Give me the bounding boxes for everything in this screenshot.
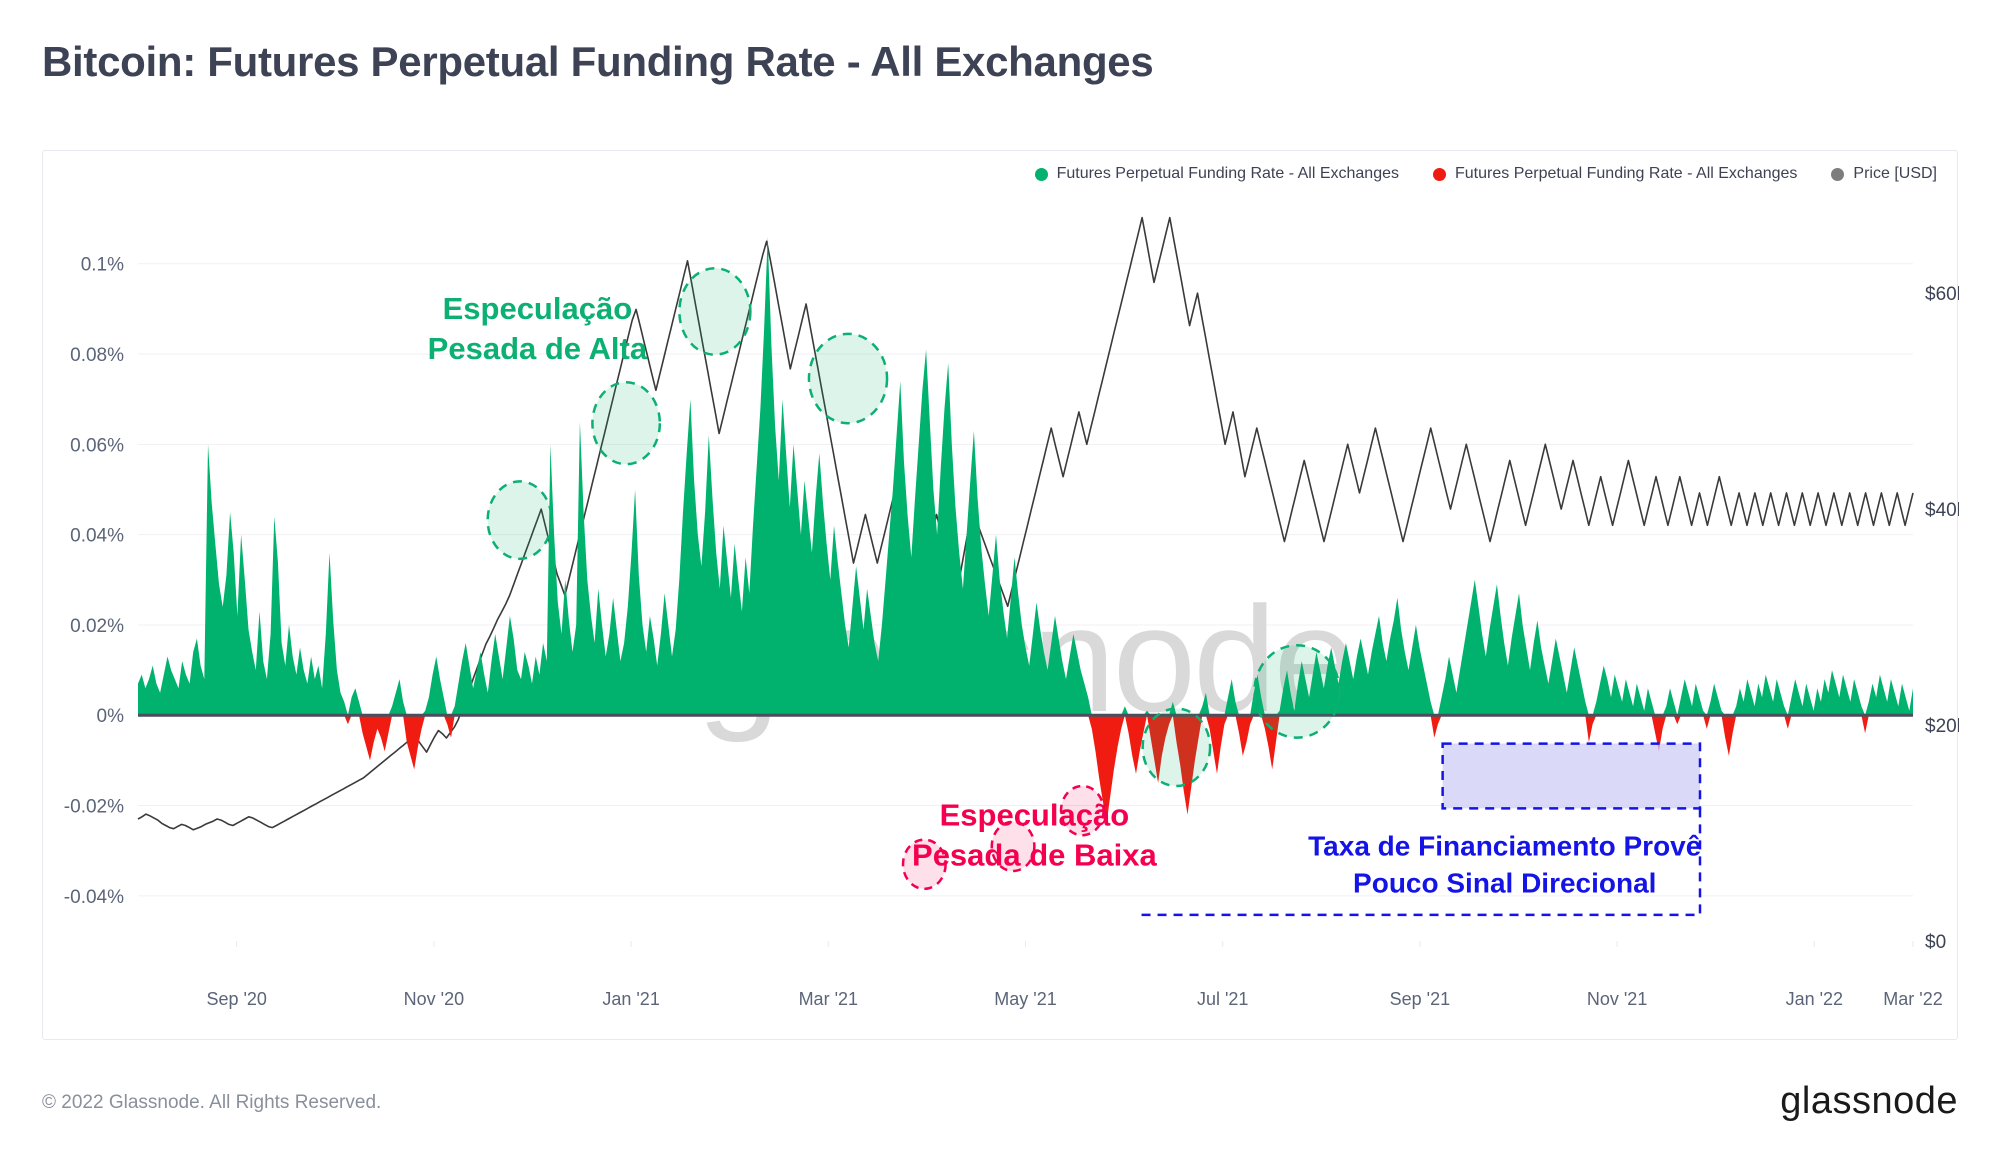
svg-text:Especulação: Especulação [940, 798, 1130, 833]
legend-color-swatch-red [1433, 167, 1446, 181]
svg-text:Pesada de Baixa: Pesada de Baixa [912, 838, 1157, 873]
legend-label-funding-negative: Futures Perpetual Funding Rate - All Exc… [1455, 165, 1798, 182]
chart-panel: Futures Perpetual Funding Rate - All Exc… [42, 150, 1959, 1040]
svg-text:Jan '21: Jan '21 [602, 989, 659, 1009]
svg-text:May '21: May '21 [994, 989, 1056, 1009]
svg-text:0.02%: 0.02% [70, 616, 124, 637]
svg-text:Pesada de Alta: Pesada de Alta [428, 331, 648, 366]
svg-text:0.08%: 0.08% [70, 345, 124, 366]
page-title: Bitcoin: Futures Perpetual Funding Rate … [42, 38, 1154, 85]
svg-text:$20k: $20k [1925, 716, 1959, 737]
legend-item-funding-negative[interactable]: Futures Perpetual Funding Rate - All Exc… [1433, 165, 1797, 183]
price-series-line [137, 216, 1914, 831]
legend-color-swatch-gray [1831, 167, 1845, 181]
copyright-text: © 2022 Glassnode. All Rights Reserved. [42, 1092, 382, 1113]
svg-text:$60k: $60k [1925, 284, 1959, 305]
funding-rate-series-area [138, 236, 1913, 824]
svg-text:Jan '22: Jan '22 [1786, 989, 1843, 1009]
svg-text:-0.04%: -0.04% [64, 887, 124, 908]
svg-text:0.1%: 0.1% [81, 255, 124, 276]
legend-item-funding-positive[interactable]: Futures Perpetual Funding Rate - All Exc… [1034, 165, 1399, 183]
svg-text:Mar '21: Mar '21 [799, 989, 858, 1009]
svg-text:0%: 0% [97, 706, 125, 727]
legend-color-swatch-green [1034, 167, 1048, 181]
svg-text:Sep '20: Sep '20 [206, 989, 267, 1009]
chart-legend: Futures Perpetual Funding Rate - All Exc… [43, 165, 1957, 183]
x-axis-labels: Sep '20 Nov '20 Jan '21 Mar '21 May '21 Jul '… [206, 941, 1943, 1009]
svg-text:$0: $0 [1925, 932, 1946, 953]
annotation-texts: Especulação Pesada de Alta Especulação Pesa… [428, 291, 1702, 898]
svg-text:$40k: $40k [1925, 500, 1959, 521]
svg-text:-0.02%: -0.02% [64, 797, 124, 818]
chart-plot-area[interactable]: glassnode 0.1%0.08%0.06%0.04%0.02%0%-0.0… [43, 151, 1959, 1039]
svg-text:0.04%: 0.04% [70, 526, 124, 547]
svg-text:Sep '21: Sep '21 [1390, 989, 1451, 1009]
legend-label-price: Price [USD] [1853, 165, 1937, 182]
svg-text:Mar '22: Mar '22 [1883, 989, 1942, 1009]
svg-text:Nov '20: Nov '20 [404, 989, 464, 1009]
highlight-shapes [486, 267, 1702, 917]
svg-text:Nov '21: Nov '21 [1587, 989, 1647, 1009]
svg-text:Jul '21: Jul '21 [1197, 989, 1248, 1009]
svg-text:0.06%: 0.06% [70, 435, 124, 456]
legend-label-funding-positive: Futures Perpetual Funding Rate - All Exc… [1056, 165, 1399, 182]
legend-item-price[interactable]: Price [USD] [1831, 165, 1937, 183]
y-axis-labels-left: 0.1% 0.08% 0.06% 0.04% 0.02% 0% -0.02% -0.04% [64, 255, 124, 908]
glassnode-logo: glassnode [1780, 1080, 1958, 1122]
svg-text:Especulação: Especulação [443, 291, 633, 326]
svg-text:Pouco Sinal Direcional: Pouco Sinal Direcional [1353, 867, 1656, 898]
y-axis-labels-right: $60k $40k $20k $0 [1925, 284, 1959, 953]
svg-text:Taxa de Financiamento Provê: Taxa de Financiamento Provê [1308, 830, 1701, 861]
